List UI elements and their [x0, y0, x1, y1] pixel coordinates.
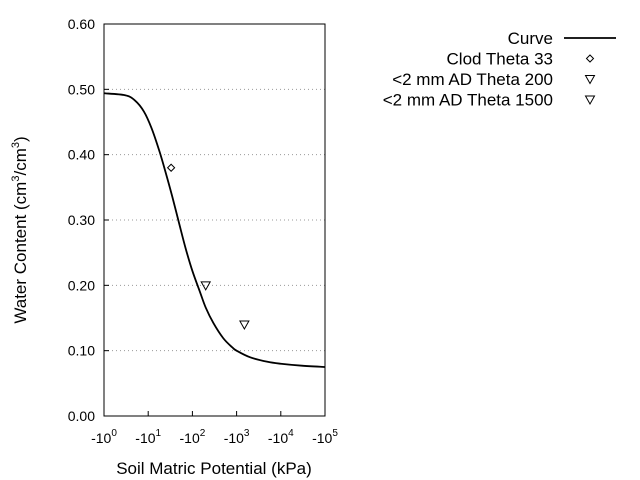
y-tick-label: 0.50 — [68, 81, 95, 97]
x-tick-label: -100 — [91, 428, 117, 446]
y-tick-label: 0.20 — [68, 277, 95, 293]
data-point-diamond — [166, 163, 176, 172]
y-tick-label: 0.40 — [68, 147, 95, 163]
legend-label: <2 mm AD Theta 1500 — [383, 91, 553, 110]
data-point-triangle-down — [239, 320, 250, 331]
curve-series — [103, 92, 326, 368]
legend-marker-triangle-down — [584, 75, 596, 85]
legend: Curve Clod Theta 33<2 mm AD Theta 200 <2 m… — [383, 29, 616, 110]
x-tick-label: -101 — [135, 428, 161, 446]
legend-label: Clod Theta 33 — [447, 50, 553, 69]
x-tick-label: -104 — [268, 428, 294, 446]
y-axis-label: Water Content (cm3/cm3) — [10, 136, 30, 323]
marker-points — [166, 163, 250, 331]
plot-frame — [103, 23, 326, 417]
x-axis-ticks: -100 -101 -102 -103 -104 -105 — [91, 411, 338, 446]
series-curve-line — [103, 92, 326, 368]
legend-label: <2 mm AD Theta 200 — [392, 70, 553, 89]
y-tick-label: 0.10 — [68, 343, 95, 359]
y-tick-label: 0.00 — [68, 408, 95, 424]
grid-lines — [104, 88, 325, 352]
legend-marker-diamond — [585, 54, 595, 63]
y-axis-ticks: 0.00 0.10 0.20 0.30 0.40 0.50 0.60 — [68, 16, 109, 424]
data-point-triangle-down — [200, 281, 212, 291]
y-tick-label: 0.60 — [68, 16, 95, 32]
legend-marker-triangle-down — [584, 95, 596, 106]
legend-label: Curve — [508, 29, 553, 48]
x-tick-label: -103 — [224, 428, 250, 446]
x-tick-label: -105 — [312, 428, 338, 446]
y-tick-label: 0.30 — [68, 212, 95, 228]
x-axis-label: Soil Matric Potential (kPa) — [116, 459, 312, 478]
x-tick-label: -102 — [180, 428, 206, 446]
